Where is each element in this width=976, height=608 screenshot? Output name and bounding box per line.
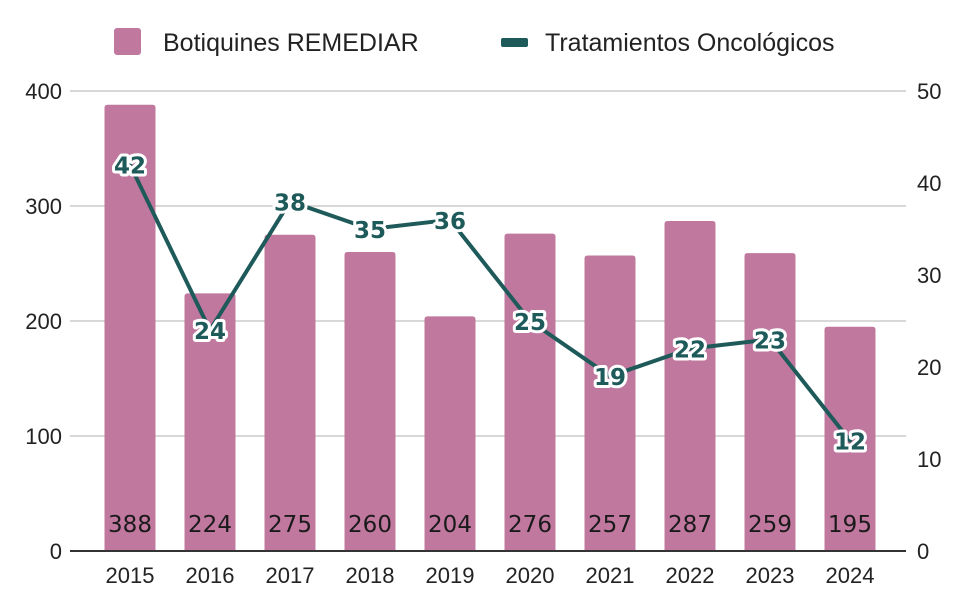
bar-data-label: 204 (428, 512, 472, 538)
y-left-tick-label: 200 (25, 309, 62, 334)
legend-swatch-bars (114, 28, 141, 55)
y-left-tick-label: 100 (25, 424, 62, 449)
x-tick-label: 2023 (746, 563, 795, 588)
x-tick-label: 2020 (506, 563, 555, 588)
bar-data-label: 257 (588, 512, 632, 538)
line-data-label: 19 (594, 365, 626, 391)
bar[interactable] (344, 252, 396, 551)
bar[interactable] (184, 293, 236, 551)
x-tick-label: 2024 (826, 563, 875, 588)
y-left-tick-label: 400 (25, 79, 62, 104)
y-right-tick-label: 50 (917, 79, 941, 104)
bar[interactable] (744, 253, 796, 551)
line-data-label: 12 (834, 430, 866, 456)
legend-label-bars: Botiquines REMEDIAR (163, 29, 419, 57)
y-right-tick-label: 30 (917, 263, 941, 288)
line-data-label: 36 (434, 209, 466, 235)
x-tick-label: 2022 (666, 563, 715, 588)
line-data-label: 25 (514, 310, 546, 336)
bar-series (104, 104, 876, 552)
x-axis: 2015 2016 2017 2018 2019 2020 2021 2022 2023 2024 (106, 563, 875, 588)
line-data-labels: 42 24 38 35 36 25 19 22 23 12 (111, 151, 869, 459)
bar-data-label: 275 (268, 512, 312, 538)
y-axis-left: 0 100 200 300 400 (25, 79, 62, 564)
legend: Botiquines REMEDIAR Tratamientos Oncológ… (114, 28, 834, 57)
bar-data-label: 260 (348, 512, 392, 538)
x-tick-label: 2018 (346, 563, 395, 588)
bar[interactable] (264, 234, 316, 551)
legend-item-line[interactable]: Tratamientos Oncológicos (501, 29, 834, 57)
bar[interactable] (424, 316, 476, 551)
bar[interactable] (584, 255, 636, 551)
bar[interactable] (504, 233, 556, 551)
y-right-tick-label: 40 (917, 171, 941, 196)
line-data-label: 24 (194, 319, 226, 345)
legend-swatch-line (501, 38, 528, 47)
bar-data-label: 224 (188, 512, 232, 538)
bar-data-label: 388 (108, 512, 152, 538)
bar[interactable] (104, 104, 156, 552)
line-data-label: 22 (674, 338, 706, 364)
x-tick-label: 2015 (106, 563, 155, 588)
y-right-tick-label: 20 (917, 355, 941, 380)
bar-data-label: 287 (668, 512, 712, 538)
line-path[interactable] (128, 162, 852, 443)
bar-data-label: 259 (748, 512, 792, 538)
y-left-tick-label: 300 (25, 194, 62, 219)
line-data-label: 42 (114, 154, 146, 180)
x-tick-label: 2021 (586, 563, 635, 588)
legend-item-bars[interactable]: Botiquines REMEDIAR (114, 28, 419, 57)
bar-data-label: 195 (828, 512, 872, 538)
line-data-label: 38 (274, 190, 306, 216)
y-right-tick-label: 10 (917, 447, 941, 472)
y-right-tick-label: 0 (917, 539, 929, 564)
y-left-tick-label: 0 (50, 539, 62, 564)
legend-label-line: Tratamientos Oncológicos (545, 29, 834, 57)
line-series (128, 162, 852, 443)
y-axis-right: 0 10 20 30 40 50 (917, 79, 941, 564)
bar[interactable] (664, 220, 716, 551)
x-tick-label: 2019 (426, 563, 475, 588)
bar-data-labels: 388 224 275 260 204 276 257 287 259 195 (108, 512, 872, 538)
x-tick-label: 2017 (266, 563, 315, 588)
x-tick-label: 2016 (186, 563, 235, 588)
bar-data-label: 276 (508, 512, 552, 538)
line-data-label: 35 (354, 218, 386, 244)
line-data-label: 23 (754, 328, 786, 354)
